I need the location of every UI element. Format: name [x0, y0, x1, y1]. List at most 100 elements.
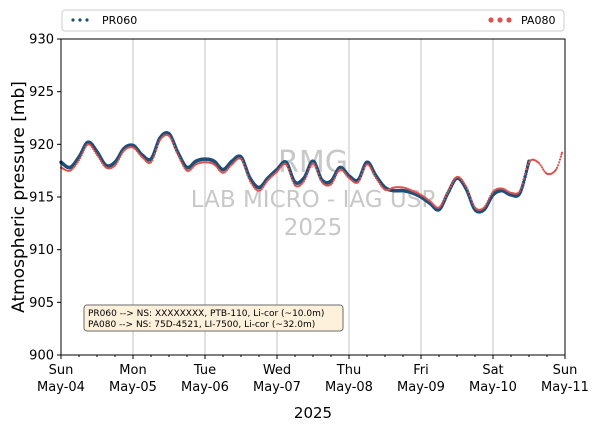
- data-point: [156, 144, 159, 148]
- y-tick-label: 925: [29, 85, 54, 100]
- data-point: [452, 180, 455, 183]
- data-point: [371, 169, 374, 172]
- legend-dot: [85, 18, 89, 22]
- y-tick-label: 930: [29, 33, 54, 48]
- data-point: [81, 151, 84, 154]
- data-point: [137, 151, 140, 154]
- data-point: [138, 153, 141, 156]
- watermark: RMG LAB MICRO - IAG USP 2025: [191, 145, 436, 241]
- data-point: [557, 164, 560, 167]
- y-tick-label: 900: [29, 349, 54, 364]
- data-point: [250, 182, 253, 185]
- x-axis: Sun May-04 Mon May-05 Tue May-06 Wed May-07 Thu M…: [37, 355, 589, 395]
- data-point: [176, 153, 180, 156]
- annotation-line-1: PR060 --> NS: XXXXXXXX, PTB-110, Li-cor …: [88, 309, 324, 319]
- data-point: [89, 144, 92, 147]
- data-point: [331, 181, 334, 185]
- annotation-line-2: PA080 --> NS: 75D-4521, LI-7500, Li-cor …: [88, 320, 315, 330]
- data-point: [143, 158, 146, 161]
- data-point: [92, 147, 95, 150]
- data-point: [263, 184, 266, 187]
- data-point: [555, 166, 559, 169]
- data-point: [158, 139, 162, 142]
- data-point: [369, 167, 372, 170]
- data-point: [378, 182, 381, 185]
- data-point: [121, 151, 124, 154]
- data-point: [313, 163, 316, 166]
- data-point: [315, 168, 318, 171]
- data-point: [175, 151, 178, 154]
- data-point: [540, 166, 543, 169]
- data-point: [336, 171, 339, 174]
- data-point: [319, 179, 322, 182]
- data-point: [527, 161, 531, 164]
- data-point: [99, 159, 102, 163]
- data-point: [523, 175, 527, 179]
- data-point: [241, 159, 244, 163]
- legend-marker-pa080: [488, 17, 512, 23]
- data-point: [518, 189, 522, 192]
- data-point: [286, 164, 289, 168]
- data-point: [134, 148, 137, 151]
- data-point: [246, 173, 249, 177]
- x-tick-label-day: Sat: [482, 363, 503, 378]
- data-point: [453, 178, 456, 181]
- y-axis-label: Atmospheric pressure [mb]: [9, 81, 29, 313]
- data-point: [470, 198, 473, 201]
- y-axis: 900 905 910 915 920 925 930: [29, 33, 61, 364]
- data-point: [372, 172, 375, 175]
- data-point: [153, 152, 156, 155]
- data-point: [167, 134, 171, 138]
- data-point: [116, 160, 119, 163]
- data-point: [180, 161, 183, 165]
- data-point: [242, 162, 245, 165]
- data-point: [71, 167, 74, 170]
- data-point: [216, 167, 219, 170]
- data-point: [332, 179, 335, 182]
- data-point: [83, 148, 86, 151]
- data-point: [362, 169, 365, 173]
- data-point: [317, 172, 320, 175]
- data-point: [278, 167, 281, 170]
- legend-label-pa080: PA080: [521, 14, 555, 27]
- data-point: [445, 193, 448, 196]
- x-tick-label-date: May-07: [253, 380, 301, 395]
- data-point: [524, 169, 529, 174]
- data-point: [305, 174, 308, 178]
- data-point: [135, 149, 138, 152]
- data-point: [301, 181, 304, 184]
- data-point: [559, 155, 562, 158]
- data-point: [179, 159, 182, 162]
- data-point: [182, 164, 185, 167]
- data-point: [467, 191, 470, 194]
- data-point: [468, 194, 471, 197]
- data-point: [345, 174, 348, 177]
- x-tick-label-date: May-04: [37, 380, 85, 395]
- data-point: [142, 157, 145, 160]
- data-point: [558, 161, 561, 164]
- data-point: [290, 175, 293, 178]
- x-tick-label-date: May-10: [469, 380, 517, 395]
- data-point: [76, 160, 79, 164]
- data-point: [356, 181, 360, 184]
- data-point: [113, 164, 117, 167]
- data-point: [368, 164, 371, 168]
- data-point: [279, 165, 282, 169]
- data-point: [472, 204, 475, 207]
- data-point: [174, 147, 177, 151]
- data-point: [183, 166, 186, 169]
- y-tick-label: 915: [29, 191, 54, 206]
- data-point: [358, 179, 361, 182]
- data-point: [171, 141, 174, 144]
- x-tick-label-day: Wed: [263, 363, 291, 378]
- data-point: [77, 159, 81, 162]
- data-point: [558, 158, 562, 161]
- data-point: [542, 168, 545, 171]
- data-point: [484, 204, 487, 208]
- data-point: [248, 180, 252, 183]
- data-point: [152, 156, 155, 159]
- data-point: [443, 198, 446, 201]
- y-tick-label: 910: [29, 243, 54, 258]
- data-point: [243, 166, 246, 169]
- x-tick-label-day: Mon: [119, 363, 146, 378]
